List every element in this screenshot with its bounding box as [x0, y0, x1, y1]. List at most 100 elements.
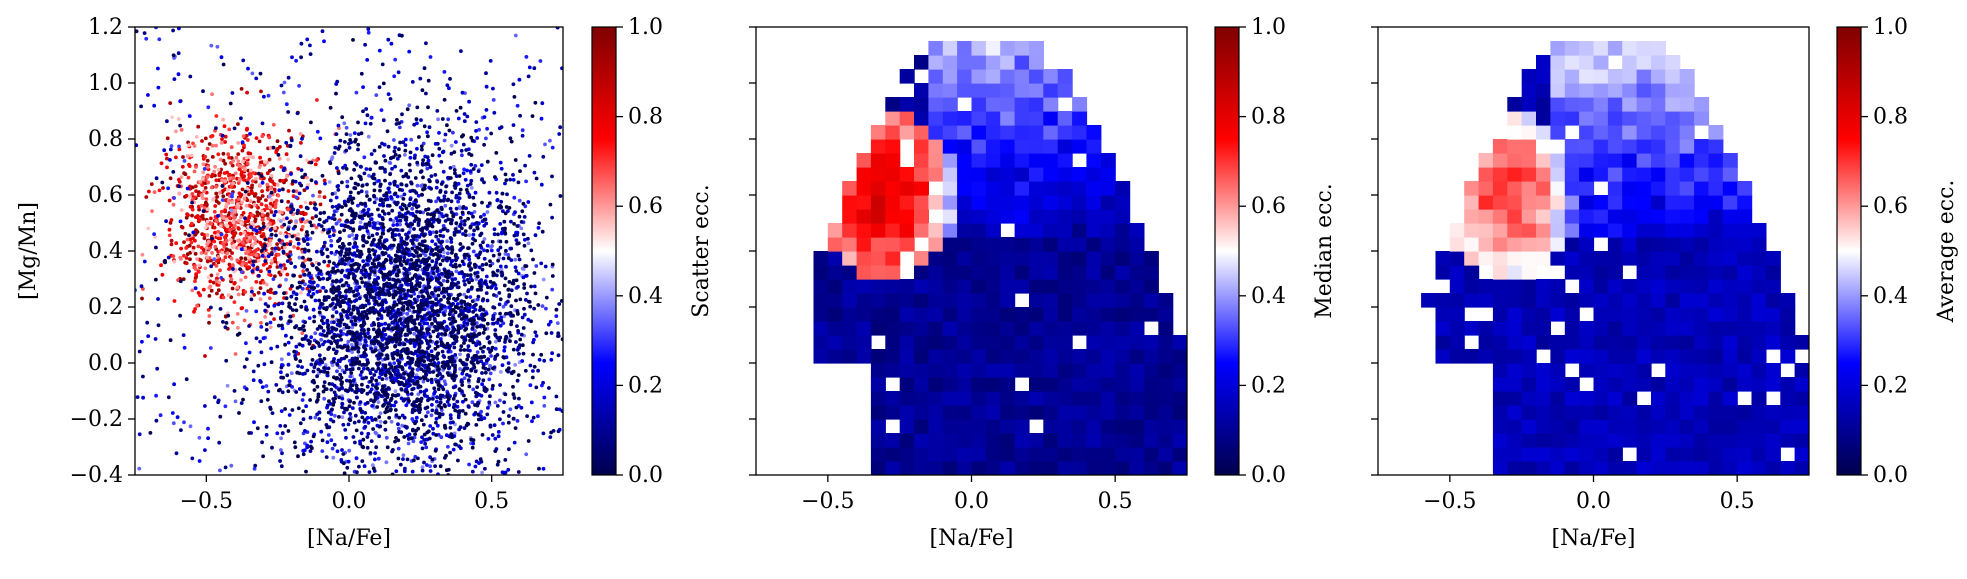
- scatter-point: [317, 410, 322, 415]
- scatter-point: [248, 132, 252, 136]
- scatter-point: [503, 276, 508, 281]
- scatter-point: [516, 329, 520, 333]
- scatter-point: [227, 176, 232, 181]
- scatter-point: [512, 233, 517, 238]
- scatter-point: [398, 218, 403, 223]
- scatter-point: [372, 181, 377, 186]
- scatter-point: [365, 415, 370, 420]
- scatter-point: [218, 307, 223, 311]
- scatter-point: [309, 439, 313, 444]
- scatter-point: [334, 278, 339, 283]
- scatter-point: [275, 265, 280, 269]
- scatter-point: [381, 252, 386, 257]
- scatter-point: [528, 363, 533, 368]
- scatter-point: [340, 401, 345, 406]
- scatter-point: [303, 282, 307, 287]
- scatter-point: [179, 208, 184, 213]
- scatter-point: [232, 389, 237, 393]
- scatter-point: [207, 314, 212, 318]
- scatter-point: [307, 316, 312, 320]
- scatter-point: [365, 358, 370, 362]
- scatter-point: [436, 117, 440, 122]
- scatter-point: [254, 253, 259, 258]
- scatter-point: [479, 359, 483, 364]
- scatter-point: [430, 291, 434, 295]
- scatter-point: [259, 321, 263, 325]
- scatter-point: [457, 191, 462, 196]
- scatter-point: [206, 275, 211, 280]
- scatter-point: [326, 366, 331, 371]
- scatter-point: [412, 309, 417, 314]
- scatter-point: [280, 301, 285, 306]
- scatter-point: [292, 245, 296, 249]
- scatter-point: [255, 213, 260, 218]
- scatter-point: [478, 243, 483, 248]
- scatter-point: [288, 242, 292, 247]
- scatter-point: [504, 248, 508, 253]
- scatter-point: [357, 464, 361, 469]
- scatter-point: [366, 27, 371, 31]
- scatter-point: [445, 393, 449, 398]
- scatter-point: [319, 224, 324, 229]
- scatter-point: [231, 159, 236, 163]
- scatter-point: [174, 155, 178, 160]
- scatter-point: [544, 331, 549, 336]
- scatter-point: [167, 227, 172, 232]
- scatter-point: [392, 149, 397, 154]
- scatter-point: [474, 343, 478, 348]
- scatter-point: [260, 194, 265, 198]
- scatter-point: [383, 321, 388, 326]
- scatter-point: [410, 80, 415, 84]
- scatter-point: [279, 309, 284, 314]
- scatter-point: [557, 407, 562, 412]
- scatter-point: [457, 196, 462, 201]
- scatter-point: [367, 272, 372, 277]
- scatter-point: [453, 393, 457, 398]
- scatter-point: [312, 206, 317, 211]
- scatter-point: [475, 297, 480, 302]
- scatter-point: [485, 126, 489, 131]
- scatter-point: [499, 318, 504, 323]
- scatter-point: [354, 390, 359, 395]
- scatter-point: [490, 239, 495, 244]
- scatter-point: [501, 209, 505, 214]
- scatter-point: [462, 426, 467, 430]
- scatter-point: [169, 242, 174, 247]
- scatter-point: [265, 187, 270, 192]
- scatter-point: [499, 205, 504, 210]
- scatter-point: [370, 404, 374, 408]
- scatter-point: [224, 238, 229, 243]
- scatter-point: [450, 277, 455, 282]
- scatter-point: [350, 233, 355, 237]
- scatter-point: [529, 284, 533, 289]
- scatter-point: [294, 344, 299, 349]
- scatter-point: [402, 342, 407, 347]
- scatter-point: [258, 297, 263, 302]
- scatter-point: [522, 312, 527, 317]
- scatter-point: [319, 337, 324, 342]
- scatter-point: [216, 255, 221, 259]
- scatter-point: [302, 448, 307, 453]
- scatter-point: [363, 201, 367, 206]
- scatter-point: [346, 262, 350, 266]
- scatter-point: [554, 394, 559, 399]
- scatter-point: [517, 77, 522, 82]
- scatter-point: [532, 66, 537, 71]
- scatter-point: [526, 74, 531, 79]
- scatter-point: [366, 262, 370, 267]
- scatter-point: [353, 241, 357, 245]
- scatter-point: [397, 342, 402, 347]
- scatter-point: [391, 448, 395, 452]
- scatter-point: [386, 289, 391, 294]
- scatter-point: [460, 90, 465, 95]
- scatter-point: [208, 279, 213, 284]
- scatter-point: [496, 248, 501, 253]
- scatter-point: [451, 385, 456, 390]
- scatter-point: [231, 181, 236, 186]
- scatter-point: [436, 256, 441, 261]
- scatter-point: [367, 336, 371, 340]
- scatter-point: [466, 378, 471, 382]
- scatter-point: [427, 125, 432, 130]
- scatter-point: [480, 263, 485, 267]
- scatter-point: [394, 315, 399, 319]
